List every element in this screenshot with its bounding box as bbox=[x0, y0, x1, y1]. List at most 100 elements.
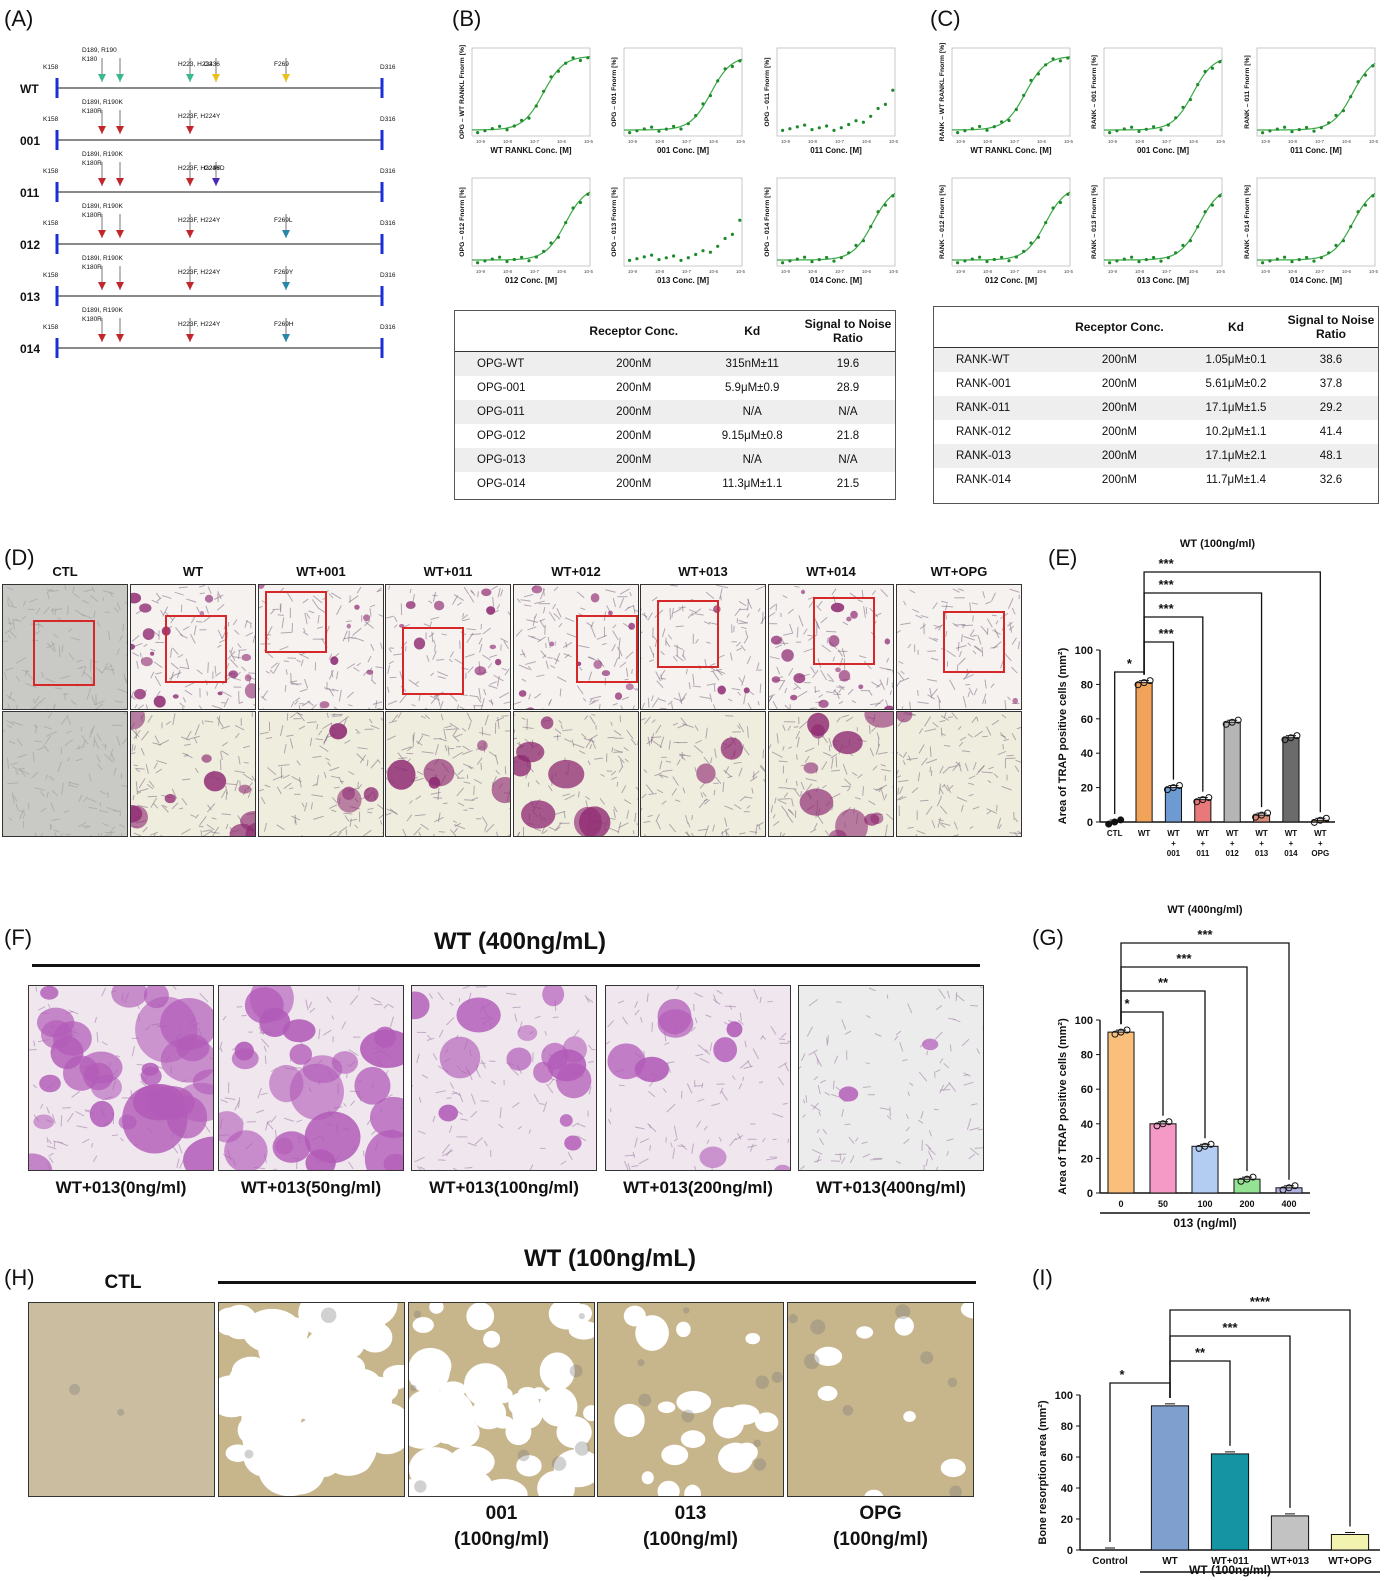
panel-h-title: WT (100ng/mL) bbox=[524, 1245, 696, 1272]
cell-fiber bbox=[693, 745, 704, 754]
cell-fiber bbox=[461, 727, 467, 732]
osteoclast-blob bbox=[835, 808, 868, 836]
cell-fiber bbox=[801, 1053, 806, 1062]
mutation-label: D189I, R190K bbox=[82, 307, 123, 314]
cell-fiber bbox=[924, 728, 937, 732]
data-point bbox=[1108, 261, 1112, 265]
cell-fiber bbox=[220, 789, 227, 799]
residue-end-label: D316 bbox=[380, 220, 396, 227]
cell-fiber bbox=[264, 784, 271, 788]
cell-fiber bbox=[480, 1100, 489, 1102]
x-tick-label: 10-5 bbox=[889, 139, 899, 144]
micrograph-label: WT+OPG bbox=[930, 564, 988, 579]
cell-fiber bbox=[736, 641, 741, 647]
cell-fiber bbox=[949, 765, 958, 769]
micrograph-overview bbox=[258, 584, 384, 710]
cell-fiber bbox=[190, 633, 196, 644]
resorption-pit bbox=[338, 1368, 382, 1399]
cell-fiber bbox=[329, 766, 340, 772]
osteoclast-blob bbox=[366, 669, 374, 675]
cell-fiber bbox=[578, 645, 590, 649]
osteoclast-blob bbox=[29, 1153, 53, 1170]
cell-fiber bbox=[848, 1136, 855, 1144]
cell-fiber bbox=[379, 642, 383, 649]
data-point bbox=[1014, 107, 1018, 112]
cell-fiber bbox=[777, 1077, 785, 1086]
cell-fiber bbox=[942, 766, 950, 774]
osteoclast-blob bbox=[518, 690, 527, 697]
cell-fiber bbox=[8, 740, 16, 745]
cell-fiber bbox=[994, 628, 1000, 639]
x-tick-label: 10-8 bbox=[808, 269, 818, 274]
cell-fiber bbox=[64, 585, 67, 591]
osteoclast-blob bbox=[289, 1063, 344, 1120]
data-point bbox=[1261, 261, 1265, 265]
cell-fiber bbox=[517, 832, 520, 836]
x-tick-label: 10-5 bbox=[1216, 139, 1226, 144]
cell-fiber bbox=[733, 761, 742, 764]
cell-fiber bbox=[411, 704, 416, 707]
cell-fiber bbox=[951, 712, 958, 720]
x-tick-label: 10-6 bbox=[1037, 269, 1047, 274]
x-tick-label: 10-6 bbox=[862, 139, 872, 144]
cell-fiber bbox=[152, 742, 162, 746]
resorption-micrograph bbox=[408, 1302, 595, 1497]
cell-fiber bbox=[946, 1151, 950, 1156]
cell-fiber bbox=[47, 712, 53, 719]
cell-fiber bbox=[935, 1069, 941, 1073]
cell-fiber bbox=[327, 761, 331, 767]
cell-fiber bbox=[408, 679, 419, 688]
cell-fiber bbox=[424, 714, 431, 720]
cell-fiber bbox=[416, 771, 424, 775]
osteoclast-blob bbox=[846, 616, 852, 622]
cell-fiber bbox=[672, 776, 679, 786]
cell-fiber bbox=[769, 695, 773, 703]
cell-fiber bbox=[1007, 598, 1014, 609]
dose-label: WT+013(100ng/ml) bbox=[429, 1178, 579, 1197]
cell-fiber bbox=[47, 592, 50, 600]
osteoclast-blob bbox=[864, 813, 880, 826]
cell-fiber bbox=[706, 1139, 710, 1144]
x-tick-label: 10-5 bbox=[736, 139, 746, 144]
cell-fiber bbox=[421, 1074, 429, 1079]
cell-fiber bbox=[243, 761, 249, 764]
cell-fiber bbox=[706, 683, 716, 686]
cell-fiber bbox=[39, 697, 46, 704]
micrograph-overview bbox=[2, 584, 128, 710]
cell-fiber bbox=[100, 832, 103, 836]
significance-label: *** bbox=[1222, 1320, 1238, 1335]
cell-fiber bbox=[19, 769, 30, 775]
cell-fiber bbox=[945, 604, 948, 611]
cell-fiber bbox=[976, 1048, 981, 1055]
cell-fiber bbox=[581, 733, 587, 739]
cell-fiber bbox=[820, 1079, 826, 1084]
cell-fiber bbox=[89, 727, 95, 739]
replicate-point bbox=[1123, 1026, 1131, 1034]
cell-fiber bbox=[682, 754, 691, 757]
cell-fiber bbox=[185, 730, 192, 740]
resorption-pit bbox=[429, 1303, 444, 1314]
data-point bbox=[1341, 109, 1345, 113]
cell-fiber bbox=[940, 823, 946, 828]
cell-fiber bbox=[94, 739, 100, 749]
resorption-pit bbox=[231, 1356, 271, 1386]
mutation-marker bbox=[116, 126, 124, 134]
x-tick-label: 10-5 bbox=[584, 269, 594, 274]
cell-fiber bbox=[47, 1145, 57, 1150]
cell-fiber bbox=[468, 594, 475, 603]
x-tick-label: 10-9 bbox=[476, 269, 486, 274]
cell-fiber bbox=[972, 650, 977, 655]
data-point bbox=[1166, 123, 1170, 127]
resorption-pit bbox=[298, 1303, 353, 1337]
cell-fiber bbox=[584, 715, 589, 720]
residue-end-label: D316 bbox=[380, 116, 396, 123]
cell-fiber bbox=[612, 702, 618, 706]
cell-fiber bbox=[775, 644, 782, 649]
cell-fiber bbox=[647, 697, 650, 708]
cell-fiber bbox=[88, 807, 98, 810]
osteoclast-blob bbox=[922, 1038, 939, 1051]
mutation-marker bbox=[282, 282, 290, 290]
cell-fiber bbox=[119, 635, 124, 641]
